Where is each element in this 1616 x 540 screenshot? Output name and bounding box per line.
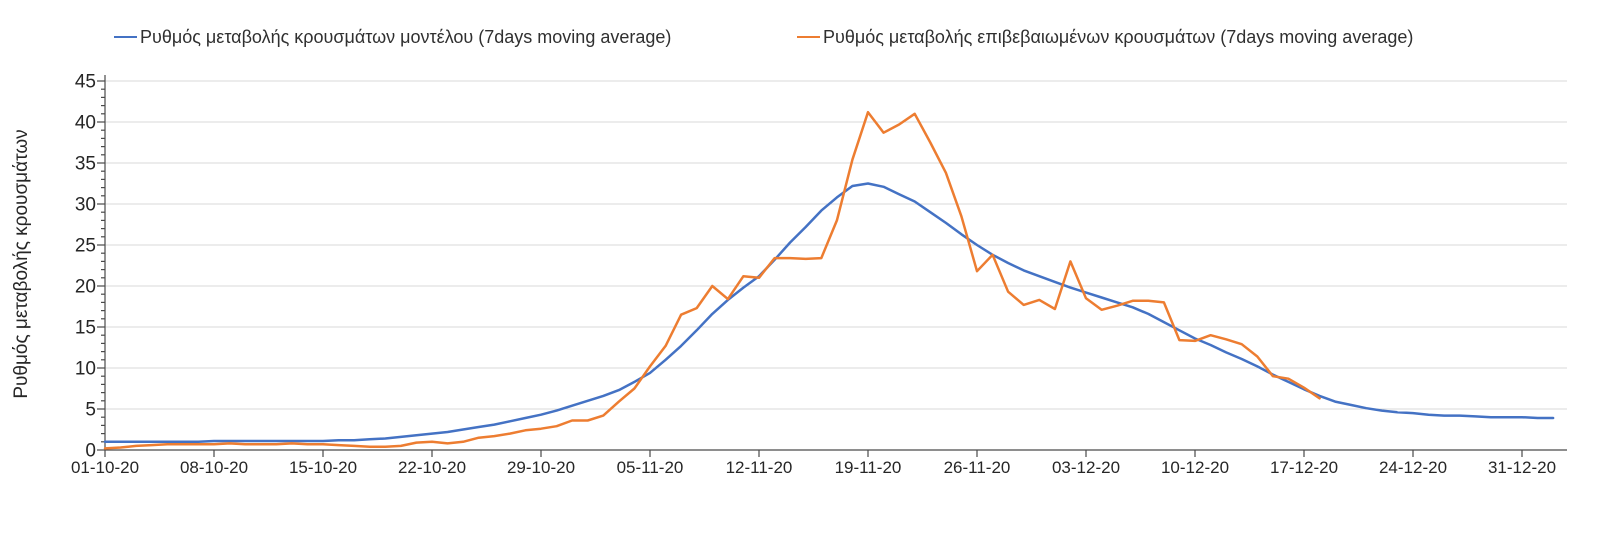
y-tick-label-20: 20 <box>75 277 96 298</box>
x-tick-label-10-12-20: 10-12-20 <box>1161 458 1229 477</box>
legend-item-confirmed: Ρυθμός μεταβολής επιβεβαιωμένων κρουσμάτ… <box>797 26 1413 48</box>
y-tick-labels: 0 5 10 15 20 25 30 35 40 45 <box>75 72 96 462</box>
x-tick-label-22-10-20: 22-10-20 <box>398 458 466 477</box>
model-line <box>103 182 1555 444</box>
legend-item-model: Ρυθμός μεταβολής κρουσμάτων μοντέλου (7d… <box>114 26 671 48</box>
y-tick-label-0: 0 <box>85 441 96 462</box>
confirmed-line <box>103 110 1321 450</box>
confirmed-line-swatch-icon <box>797 36 820 38</box>
x-tick-label-29-10-20: 29-10-20 <box>507 458 575 477</box>
chart-legend: Ρυθμός μεταβολής κρουσμάτων μοντέλου (7d… <box>0 26 1616 50</box>
y-tick-label-15: 15 <box>75 318 96 339</box>
y-tick-label-5: 5 <box>85 400 96 421</box>
y-tick-label-25: 25 <box>75 236 96 257</box>
legend-label-confirmed: Ρυθμός μεταβολής επιβεβαιωμένων κρουσμάτ… <box>823 26 1414 47</box>
x-tick-label-05-11-20: 05-11-20 <box>617 458 684 477</box>
y-tick-label-30: 30 <box>75 195 96 216</box>
x-tick-label-17-12-20: 17-12-20 <box>1270 458 1338 477</box>
y-tick-label-10: 10 <box>75 359 96 380</box>
x-tick-label-24-12-20: 24-12-20 <box>1379 458 1447 477</box>
model-line-swatch-icon <box>114 36 137 38</box>
x-tick-label-15-10-20: 15-10-20 <box>289 458 357 477</box>
x-tick-label-03-12-20: 03-12-20 <box>1052 458 1120 477</box>
x-tick-label-01-10-20: 01-10-20 <box>71 458 139 477</box>
y-tick-label-40: 40 <box>75 113 96 134</box>
legend-label-model: Ρυθμός μεταβολής κρουσμάτων μοντέλου (7d… <box>140 26 672 47</box>
y-gridlines <box>105 80 1567 410</box>
y-tick-label-35: 35 <box>75 154 96 175</box>
x-tick-label-19-11-20: 19-11-20 <box>835 458 902 477</box>
x-tick-label-26-11-20: 26-11-20 <box>944 458 1011 477</box>
y-tick-label-45: 45 <box>75 72 96 93</box>
x-tick-label-08-10-20: 08-10-20 <box>180 458 248 477</box>
x-tick-labels: 01-10-20 08-10-20 15-10-20 22-10-20 29-10-20… <box>71 458 1556 477</box>
x-tick-label-12-11-20: 12-11-20 <box>726 458 793 477</box>
axes <box>97 75 1567 457</box>
x-tick-label-31-12-20: 31-12-20 <box>1488 458 1556 477</box>
series-lines <box>103 110 1555 450</box>
